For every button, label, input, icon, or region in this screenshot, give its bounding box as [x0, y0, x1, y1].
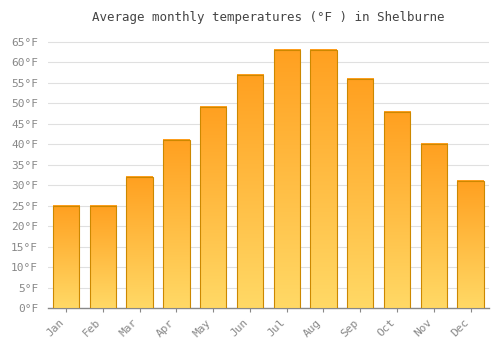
Bar [237, 75, 263, 308]
Bar [200, 107, 226, 308]
Bar [163, 140, 190, 308]
Bar [53, 206, 80, 308]
Bar [458, 181, 483, 308]
Bar [126, 177, 153, 308]
Bar [420, 144, 447, 308]
Bar [347, 79, 374, 308]
Bar [310, 50, 336, 308]
Bar [90, 206, 116, 308]
Title: Average monthly temperatures (°F ) in Shelburne: Average monthly temperatures (°F ) in Sh… [92, 11, 445, 24]
Bar [274, 50, 300, 308]
Bar [384, 112, 410, 308]
